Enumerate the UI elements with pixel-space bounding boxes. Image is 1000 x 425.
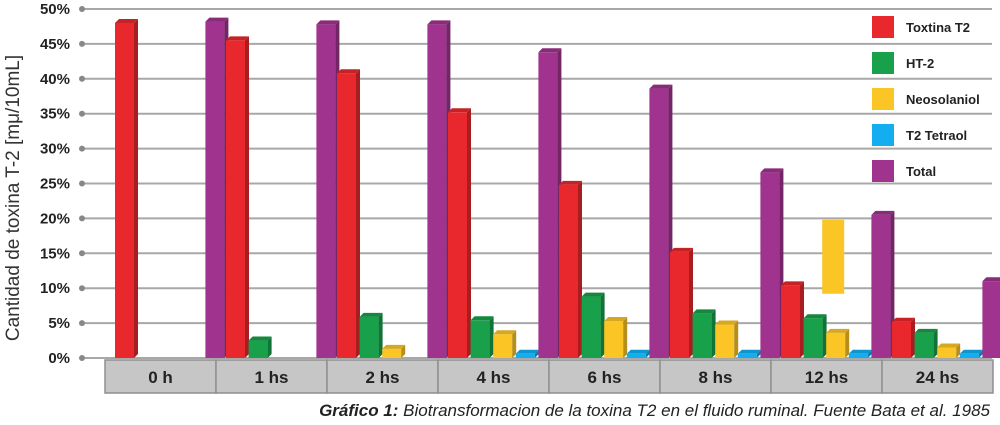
gridline-dot xyxy=(79,355,85,361)
y-tick-label: 40% xyxy=(40,71,70,88)
bar-t2-tetraol xyxy=(515,349,539,358)
y-tick-label: 5% xyxy=(48,315,70,332)
bar-ht-2 xyxy=(692,309,716,358)
y-tick-label: 45% xyxy=(40,36,70,53)
gridline-dot xyxy=(79,40,85,47)
y-tick-label: 10% xyxy=(40,280,70,297)
gridline-dot xyxy=(79,215,85,222)
bar-t2-tetraol xyxy=(626,349,650,358)
gridline-dot xyxy=(79,145,85,152)
bar-toxtina-t2 xyxy=(781,281,804,358)
legend-label: Neosolaniol xyxy=(906,92,980,107)
bar-total xyxy=(205,17,229,359)
caption-text: Biotransformacion de la toxina T2 en el … xyxy=(398,401,990,420)
legend-label: T2 Tetraol xyxy=(906,128,967,143)
category-cell xyxy=(881,359,994,394)
bar-total xyxy=(871,210,895,358)
bar-toxtina-t2 xyxy=(115,18,138,359)
bar-toxtina-t2 xyxy=(559,180,582,358)
bar-total xyxy=(538,48,562,358)
bar-ht-2 xyxy=(581,292,605,358)
chart: 0% 5% 10% 15% 20% 25% 30% 35% 40% 45% 50% Cantidad… xyxy=(3,1,1000,394)
bar-total xyxy=(427,20,451,359)
bar-toxtina-t2 xyxy=(337,69,360,358)
bar-toxtina-t2 xyxy=(448,108,471,358)
category-label: 4 hs xyxy=(476,368,510,387)
category-label: 24 hs xyxy=(916,368,959,387)
bar-neosolaniol xyxy=(382,344,406,358)
category-cell xyxy=(437,359,550,394)
bar-t2-tetraol xyxy=(959,349,983,358)
gridline-dot xyxy=(79,75,85,82)
figure-caption: Gráfico 1: Biotransformacion de la toxin… xyxy=(0,401,990,421)
legend-label: HT-2 xyxy=(906,56,934,71)
bar-total xyxy=(316,20,340,359)
bar-total xyxy=(760,168,784,358)
caption-label: Gráfico 1: xyxy=(319,401,399,420)
y-tick-label: 25% xyxy=(40,176,70,193)
bar-neosolaniol xyxy=(826,328,850,358)
y-tick-label: 15% xyxy=(40,245,70,262)
y-tick-label: 35% xyxy=(40,106,70,123)
gridline-dot xyxy=(79,6,85,12)
legend-swatch xyxy=(872,88,894,110)
y-axis-label: Cantidad de toxina T-2 [mμ/10mL] xyxy=(3,55,24,341)
category-cell xyxy=(548,359,661,394)
floating-bar xyxy=(822,219,845,294)
bar-toxtina-t2 xyxy=(226,36,249,358)
gridline-dot xyxy=(79,180,85,187)
gridline-dot xyxy=(79,250,85,257)
bar-toxtina-t2 xyxy=(670,247,693,358)
gridline-dot xyxy=(79,320,85,327)
category-label: 2 hs xyxy=(365,368,399,387)
y-tick-label: 0% xyxy=(48,350,70,367)
bars xyxy=(115,17,1000,359)
bar-neosolaniol xyxy=(493,330,517,358)
bar-neosolaniol xyxy=(715,320,739,358)
bar-neosolaniol xyxy=(937,343,961,358)
bar-ht-2 xyxy=(803,314,827,358)
legend-swatch xyxy=(872,160,894,182)
category-label: 12 hs xyxy=(805,368,848,387)
category-label: 8 hs xyxy=(698,368,732,387)
bar-t2-tetraol xyxy=(737,349,761,358)
legend-swatch xyxy=(872,124,894,146)
legend-label: Toxtina T2 xyxy=(906,20,970,35)
legend-swatch xyxy=(872,16,894,38)
legend-label: Total xyxy=(906,164,936,179)
bar-t2-tetraol xyxy=(848,349,872,358)
category-axis: 0 h 1 hs 2 hs 4 hs 6 hs 8 hs 12 hs 24 hs xyxy=(104,359,994,394)
bar-toxtina-t2 xyxy=(892,317,915,358)
y-tick-labels: 0% 5% 10% 15% 20% 25% 30% 35% 40% 45% 50% xyxy=(40,1,70,367)
y-tick-label: 30% xyxy=(40,141,70,158)
bar-total xyxy=(649,84,673,359)
legend: Toxtina T2 HT-2 Neosolaniol T2 Tetraol Total xyxy=(872,16,980,182)
gridline-dot xyxy=(79,285,85,292)
bar-neosolaniol xyxy=(604,317,628,358)
bar-total xyxy=(982,277,1000,358)
category-cell xyxy=(770,359,883,394)
category-cell xyxy=(659,359,772,394)
bar-ht-2 xyxy=(248,336,272,358)
category-label: 1 hs xyxy=(254,368,288,387)
bar-ht-2 xyxy=(470,316,494,358)
gridline-dot xyxy=(79,110,85,117)
bar-ht-2 xyxy=(914,328,938,358)
category-cell xyxy=(215,359,328,394)
bar-ht-2 xyxy=(359,312,383,358)
legend-swatch xyxy=(872,52,894,74)
category-label: 6 hs xyxy=(587,368,621,387)
y-tick-label: 20% xyxy=(40,210,70,227)
y-tick-label: 50% xyxy=(40,1,70,18)
category-cell xyxy=(104,359,217,394)
category-label: 0 h xyxy=(148,368,173,387)
